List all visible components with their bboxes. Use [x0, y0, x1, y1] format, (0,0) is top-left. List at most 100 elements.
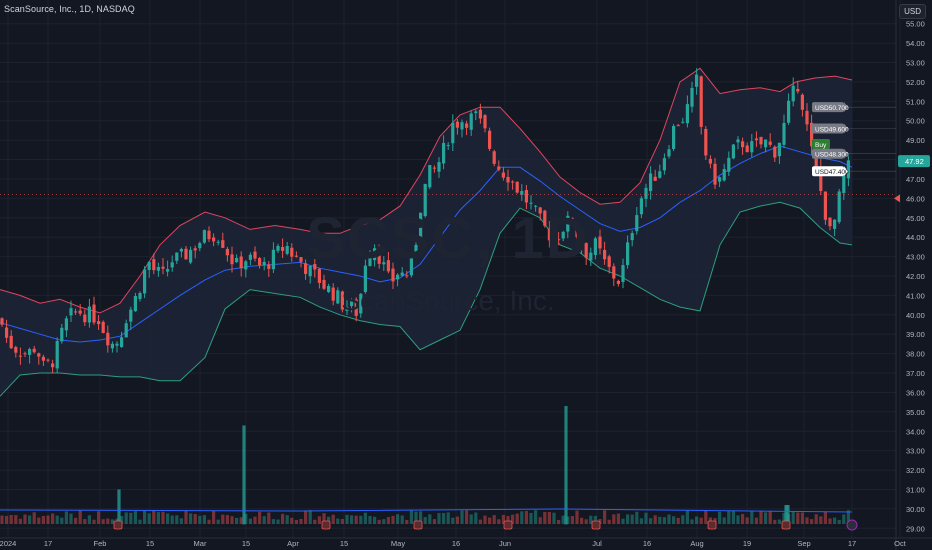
volume-bar	[616, 513, 620, 524]
candle-body	[713, 163, 717, 185]
candle-body	[152, 259, 156, 271]
volume-bar	[294, 519, 298, 524]
volume-bar	[580, 517, 584, 524]
x-tick-label: 16	[643, 539, 651, 548]
y-tick-label: 46.00	[906, 194, 925, 203]
bollinger-bands	[0, 67, 853, 397]
candle-body	[46, 359, 50, 361]
candle-body	[248, 254, 252, 260]
volume-bar	[166, 513, 170, 524]
x-tick-label: Jun	[499, 539, 511, 548]
candle-body	[129, 309, 133, 322]
volume-bar	[129, 512, 133, 524]
volume-bar	[501, 514, 505, 524]
candle-body	[322, 279, 326, 289]
volume-bar	[621, 518, 625, 524]
candle-body	[704, 128, 708, 156]
volume-bar	[764, 512, 768, 524]
volume-bar	[520, 511, 524, 524]
candle-body	[529, 202, 533, 204]
volume-bar	[262, 516, 266, 524]
y-tick-label: 45.00	[906, 214, 925, 223]
candle-body	[221, 240, 225, 248]
x-tick-label: 16	[452, 539, 460, 548]
volume-bar	[543, 512, 547, 524]
candle-body	[566, 215, 570, 232]
candle-body	[166, 269, 170, 272]
order-label-arrow	[844, 102, 848, 113]
volume-bar	[239, 517, 243, 524]
candle-body	[147, 261, 151, 270]
candle-body	[382, 262, 386, 265]
candle-body	[593, 238, 597, 255]
volume-bar	[51, 513, 55, 524]
volume-bar	[354, 515, 358, 524]
volume-bar	[55, 515, 59, 524]
candle-body	[782, 122, 786, 145]
x-tick-label: 2024	[0, 539, 16, 548]
candle-body	[354, 299, 358, 316]
volume-bar	[736, 515, 740, 524]
y-tick-label: 43.00	[906, 253, 925, 262]
candle-body	[120, 337, 124, 348]
volume-bar	[626, 514, 630, 524]
currency-button[interactable]: USD	[899, 4, 926, 19]
volume-bar	[147, 513, 151, 524]
volume-bar	[359, 515, 363, 524]
volume-bar	[552, 512, 556, 524]
x-tick-label: 17	[44, 539, 52, 548]
candle-body	[501, 172, 505, 178]
event-markers	[113, 519, 858, 531]
volume-bar	[534, 510, 538, 524]
volume-bar	[271, 519, 275, 524]
volume-bar	[658, 516, 662, 524]
volume-bar	[460, 510, 464, 524]
candle-body	[446, 145, 450, 147]
candle-body	[317, 268, 321, 283]
candle-body	[653, 176, 657, 181]
y-tick-label: 38.00	[906, 350, 925, 359]
candle-body	[373, 248, 377, 261]
volume-bar	[124, 512, 128, 524]
candle-body	[547, 228, 551, 241]
candle-body	[55, 341, 59, 369]
volume-bar	[345, 514, 349, 524]
candle-body	[179, 248, 183, 252]
volume-bar	[455, 516, 459, 524]
candle-body	[304, 263, 308, 274]
volume-bar	[331, 514, 335, 524]
volume-bar	[685, 510, 689, 524]
y-tick-label: 32.00	[906, 466, 925, 475]
candle-body	[101, 321, 105, 334]
volume-bar	[396, 514, 400, 524]
volume-bar	[133, 511, 137, 524]
volume-bar	[423, 517, 427, 524]
volume-bar	[193, 514, 197, 524]
volume-bar	[290, 517, 294, 524]
volume-bar	[529, 512, 533, 524]
candle-body	[198, 243, 202, 249]
volume-bar	[244, 513, 248, 524]
candle-body	[538, 207, 542, 214]
volume-bar	[612, 514, 616, 524]
candle-body	[837, 191, 841, 223]
y-tick-label: 37.00	[906, 369, 925, 378]
volume-bar	[782, 512, 786, 524]
volume-bar	[138, 519, 142, 524]
candle-body	[644, 187, 648, 199]
candle-body	[285, 245, 289, 254]
candle-body	[570, 218, 574, 225]
volume-bar	[23, 514, 27, 524]
candle-body	[722, 169, 726, 181]
candle-body	[474, 111, 478, 114]
volume-bar	[184, 510, 188, 524]
candle-body	[28, 349, 32, 355]
candle-body	[616, 280, 620, 284]
candle-body	[773, 146, 777, 158]
candle-body	[14, 347, 18, 353]
x-tick-label: Oct	[894, 539, 907, 548]
volume-bar	[672, 516, 676, 524]
volume-bar	[846, 510, 850, 524]
volume-bar	[777, 519, 781, 524]
